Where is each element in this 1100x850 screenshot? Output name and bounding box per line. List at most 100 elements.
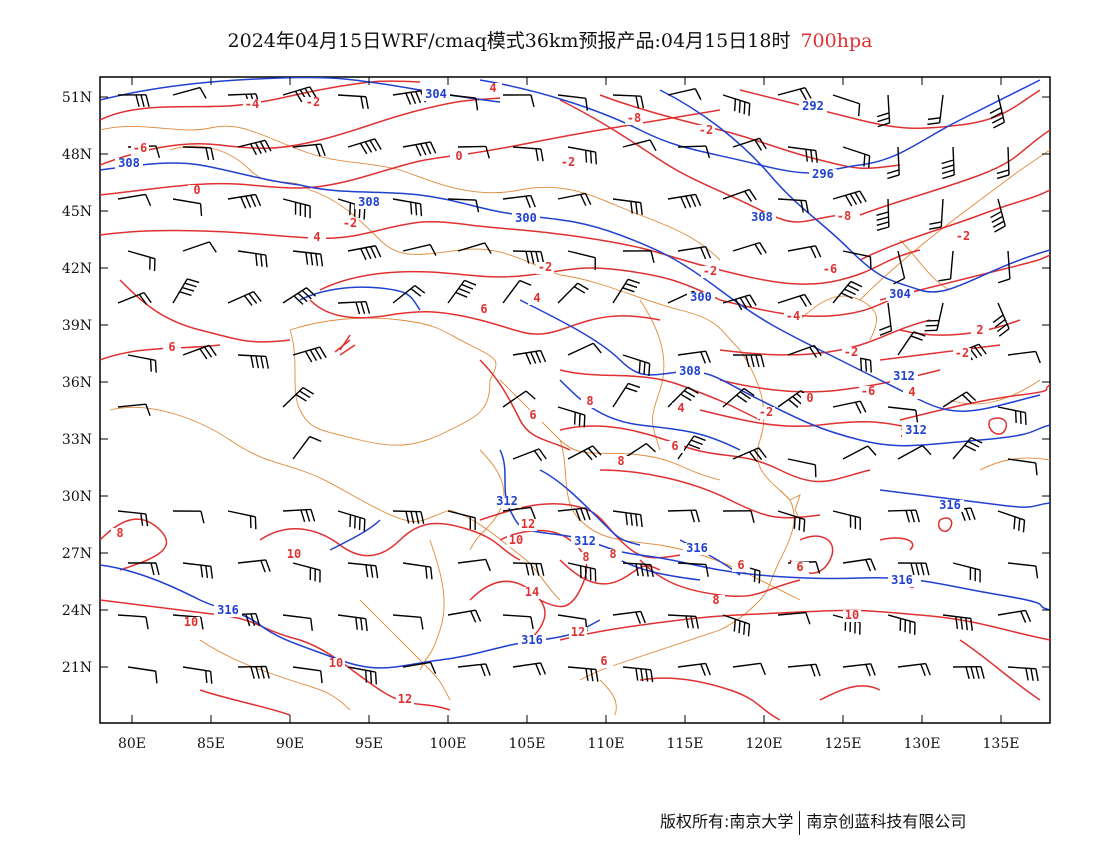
wind-barb (567, 666, 599, 682)
wind-barb (842, 558, 877, 572)
wind-barb (502, 390, 536, 408)
height-label-bg (687, 292, 715, 304)
temp-contour-label: 10 (287, 547, 301, 561)
wind-barb (557, 406, 586, 428)
temp-contour-label: 12 (398, 692, 412, 706)
wind-barb (996, 146, 1010, 180)
lat-label: 33N (62, 432, 92, 448)
wind-barb (347, 245, 382, 261)
temp-contour-label: 6 (796, 560, 803, 574)
height-contour-label: 304 (889, 287, 911, 301)
temp-contour-label: 6 (600, 654, 607, 668)
wind-barb (127, 562, 160, 576)
temperature-labels: 4 -2 -4 -6 -8 -2 0 -2 -2 -8 0 4 -2 -6 -2 -2 4 -4 2 6 -2 -2 -6 0… (111, 81, 989, 706)
height-contour-label: 300 (515, 211, 537, 225)
wind-barb (337, 510, 366, 532)
temp-contour-label: 10 (184, 615, 198, 629)
wind-barb (457, 145, 490, 159)
temp-label-bg (707, 595, 725, 607)
temp-contour-label: 6 (168, 340, 175, 354)
wind-barb (237, 354, 270, 369)
wind-barb (777, 198, 809, 213)
height-contour-label: 316 (521, 633, 543, 647)
wind-barb (402, 141, 437, 157)
wind-barb (622, 666, 654, 683)
lon-label: 110E (588, 736, 625, 752)
wind-barb (732, 354, 765, 368)
temp-contour-label: 12 (521, 517, 535, 531)
temp-label-bg (341, 218, 359, 230)
wind-barb (182, 146, 215, 161)
wind-barb (512, 349, 547, 365)
temp-contour-label: 6 (480, 302, 487, 316)
temp-label-bg (625, 113, 643, 125)
title-level: 700hpa (800, 30, 873, 52)
height-label-bg (748, 212, 776, 224)
temp-label-bg (475, 304, 493, 316)
temp-contour-label: -8 (627, 111, 641, 125)
wind-barb (612, 198, 643, 215)
wind-barb (832, 400, 867, 414)
temp-contour-label: 6 (671, 439, 678, 453)
lon-label: 90E (276, 736, 304, 752)
lat-label: 27N (62, 546, 92, 562)
footer-separator (799, 810, 801, 835)
wind-barb (567, 342, 602, 356)
wind-barb (777, 86, 812, 101)
wind-barb (832, 190, 867, 207)
wind-barb (989, 94, 1006, 129)
height-labels: 304 292 308 296 308 300 308 300 304 312 308 312 312 3… (115, 87, 964, 647)
temp-contour-label: 10 (845, 608, 859, 622)
lon-label: 85E (197, 736, 225, 752)
wind-barb (787, 663, 821, 677)
lat-label: 21N (62, 660, 92, 676)
temp-label-bg (971, 325, 989, 337)
wind-barb (941, 146, 955, 180)
wind-barb (567, 146, 598, 165)
temp-label-bg (188, 185, 206, 197)
wind-barb (292, 562, 321, 583)
wind-barb (997, 406, 1027, 425)
height-contours (100, 77, 1050, 669)
wind-barb (622, 250, 655, 264)
height-label-bg (890, 371, 918, 383)
wind-barb (512, 250, 545, 264)
wind-barb (402, 661, 437, 674)
wind-barb (392, 614, 424, 630)
wind-barb (787, 344, 822, 358)
temp-label-bg (757, 407, 775, 419)
wind-barb (879, 302, 893, 336)
temp-contour-label: 4 (677, 401, 684, 415)
wind-barb (722, 294, 757, 311)
height-contour-label: 312 (893, 369, 915, 383)
wind-barb (952, 665, 985, 680)
wind-barb (557, 192, 592, 206)
temp-label-bg (304, 97, 322, 109)
temp-contour-label: -2 (538, 260, 552, 274)
wind-barb (997, 250, 1011, 284)
wind-barb (842, 445, 877, 460)
wind-barb (292, 346, 327, 363)
lon-label: 100E (430, 736, 467, 752)
wind-barb (787, 146, 818, 163)
height-label-bg (571, 536, 599, 548)
temp-contour-label: 8 (609, 547, 616, 561)
temp-contour-label: -4 (786, 309, 800, 323)
longitude-axis: 80E 85E 90E 95E 100E 105E 110E 115E 120E 125E 130E… (118, 77, 1019, 752)
wind-barb (347, 562, 379, 579)
wind-barb (127, 354, 157, 373)
wind-barb (787, 458, 817, 478)
wind-barb (1007, 458, 1038, 476)
wind-barb (893, 250, 906, 285)
wind-barb (402, 562, 433, 580)
temp-label-bg (111, 528, 129, 540)
wind-barb (952, 436, 983, 460)
wind-barb (832, 510, 861, 531)
temp-contour-label: -2 (759, 405, 773, 419)
height-contour-label: 316 (939, 498, 961, 512)
temp-label-bg (484, 83, 502, 95)
wind-barb (787, 245, 822, 259)
wind-barb (172, 510, 205, 524)
lat-label: 45N (62, 204, 92, 220)
